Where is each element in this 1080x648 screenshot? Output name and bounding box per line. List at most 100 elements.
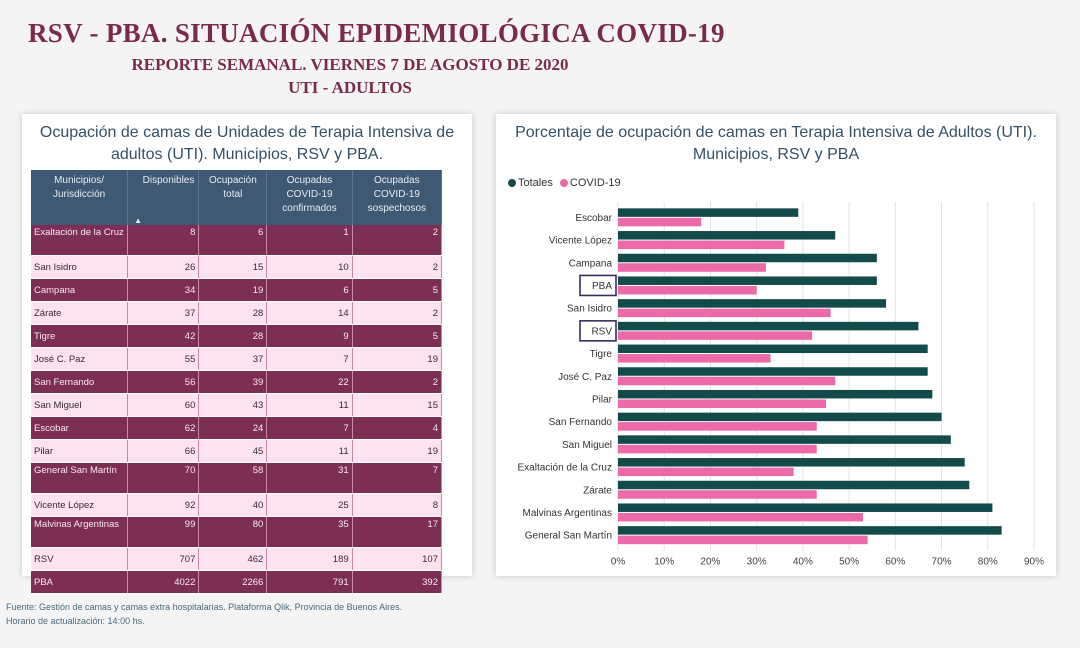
legend-item-covid[interactable]: COVID-19 <box>559 177 621 189</box>
bar-covid[interactable] <box>618 285 757 295</box>
highlight-box <box>579 320 617 342</box>
bar-covid[interactable] <box>618 490 817 499</box>
table-row[interactable]: San Fernando 56 39 22 2 <box>31 370 443 394</box>
bar-covid[interactable] <box>618 376 836 386</box>
legend-label-covid: COVID-19 <box>569 177 621 189</box>
cell-sospechosos: 17 <box>352 516 443 548</box>
table-row[interactable]: José C. Paz 55 37 7 19 <box>31 347 443 371</box>
y-category-label: Zárate <box>583 485 612 496</box>
bar-totales[interactable] <box>618 231 836 240</box>
bar-covid[interactable] <box>618 240 785 250</box>
bar-totales[interactable] <box>618 435 951 444</box>
bar-covid[interactable] <box>618 535 868 545</box>
cell-municipio: PBA <box>31 570 129 594</box>
cell-municipio: Malvinas Argentinas <box>31 516 129 548</box>
bar-totales[interactable] <box>618 503 993 512</box>
bar-totales[interactable] <box>618 208 799 217</box>
legend-dot-icon <box>508 179 516 188</box>
bar-totales[interactable] <box>618 458 965 467</box>
table-row[interactable]: San Isidro 26 15 10 2 <box>31 255 443 279</box>
cell-disponibles: 56 <box>127 370 200 394</box>
cell-confirmados: 6 <box>266 278 353 302</box>
cell-ocupacion-total: 45 <box>198 439 268 463</box>
x-tick-label: 0% <box>611 557 626 568</box>
bar-covid[interactable] <box>618 263 766 272</box>
bar-covid[interactable] <box>618 217 702 227</box>
y-category-label: San Miguel <box>562 440 612 451</box>
bar-totales[interactable] <box>618 253 877 263</box>
cell-municipio: Tigre <box>31 324 129 348</box>
table-row[interactable]: Escobar 62 24 7 4 <box>31 416 443 440</box>
chart-title: Porcentaje de ocupación de camas en Tera… <box>515 124 1037 163</box>
cell-confirmados: 25 <box>266 493 353 517</box>
cell-ocupacion-total: 28 <box>198 324 268 348</box>
cell-sospechosos: 19 <box>352 439 443 463</box>
table-row[interactable]: San Miguel 60 43 11 15 <box>31 393 443 417</box>
y-category-label: José C. Paz <box>558 372 612 383</box>
column-header-confirmados[interactable]: Ocupadas COVID-19 confirmados <box>266 170 353 225</box>
cell-disponibles: 66 <box>127 439 200 463</box>
cell-municipio: Zárate <box>31 301 129 325</box>
sort-ascending-icon: ▲ <box>134 216 143 225</box>
x-tick-label: 40% <box>793 557 813 568</box>
bar-covid[interactable] <box>618 354 771 363</box>
bar-covid[interactable] <box>618 512 863 522</box>
cell-municipio: José C. Paz <box>31 347 129 371</box>
cell-confirmados: 35 <box>266 516 353 548</box>
bar-covid[interactable] <box>618 331 813 340</box>
column-header-ocupacion-total[interactable]: Ocupación total <box>198 170 268 225</box>
table-row[interactable]: Pilar 66 45 11 19 <box>31 439 443 463</box>
cell-disponibles: 99 <box>127 516 200 548</box>
bar-totales[interactable] <box>618 344 928 354</box>
x-tick-label: 50% <box>839 557 859 568</box>
source-footnote: Fuente: Gestión de camas y camas extra h… <box>6 602 403 626</box>
cell-municipio: Campana <box>31 278 129 302</box>
table-row[interactable]: Malvinas Argentinas 99 80 35 17 <box>31 516 443 548</box>
bar-totales[interactable] <box>618 389 933 399</box>
cell-municipio: Pilar <box>31 439 129 463</box>
cell-ocupacion-total: 6 <box>198 225 268 256</box>
bar-totales[interactable] <box>618 412 942 422</box>
bar-covid[interactable] <box>618 444 817 454</box>
cell-sospechosos: 4 <box>352 416 443 440</box>
bar-totales[interactable] <box>618 480 970 490</box>
legend-item-totales[interactable]: Totales <box>508 177 553 189</box>
cell-ocupacion-total: 462 <box>198 547 268 571</box>
y-category-label: PBA <box>592 281 612 292</box>
table-row[interactable]: Vicente López 92 40 25 8 <box>31 493 443 517</box>
table-row[interactable]: General San Martín 70 58 31 7 <box>31 462 443 494</box>
cell-disponibles: 26 <box>127 255 200 279</box>
cell-ocupacion-total: 2266 <box>198 570 268 594</box>
cell-ocupacion-total: 80 <box>198 516 268 548</box>
bar-totales[interactable] <box>618 367 928 376</box>
table-row[interactable]: PBA 4022 2266 791 392 <box>31 570 443 594</box>
cell-municipio: RSV <box>31 547 129 571</box>
column-header-disponibles[interactable]: Disponibles ▲ <box>127 170 200 225</box>
cell-sospechosos: 2 <box>352 255 443 279</box>
table-row[interactable]: RSV 707 462 189 107 <box>31 547 443 571</box>
cell-ocupacion-total: 43 <box>198 393 268 417</box>
cell-confirmados: 9 <box>266 324 353 348</box>
table-row[interactable]: Campana 34 19 6 5 <box>31 278 443 302</box>
bar-totales[interactable] <box>618 276 877 285</box>
column-header-municipio[interactable]: Municipios/ Jurisdicción <box>31 170 129 225</box>
bar-totales[interactable] <box>618 321 919 331</box>
bar-covid[interactable] <box>618 467 794 477</box>
table-row[interactable]: Tigre 42 28 9 5 <box>31 324 443 348</box>
bar-covid[interactable] <box>618 308 831 318</box>
bar-totales[interactable] <box>618 299 887 308</box>
bar-covid[interactable] <box>618 422 817 431</box>
bar-chart: 0% 10% 20% 30% 40% 50% 60% 70% 80% 90% Escobar Vice… <box>518 202 1044 568</box>
cell-disponibles: 707 <box>127 547 200 571</box>
cell-sospechosos: 2 <box>352 301 443 325</box>
column-header-sospechosos[interactable]: Ocupadas COVID-19 sospechosos <box>352 170 443 225</box>
bar-totales[interactable] <box>618 526 1002 535</box>
bar-covid[interactable] <box>618 399 826 408</box>
cell-sospechosos: 5 <box>352 324 443 348</box>
cell-confirmados: 189 <box>266 547 353 571</box>
x-tick-label: 30% <box>747 557 767 568</box>
cell-sospechosos: 2 <box>352 370 443 394</box>
cell-municipio: Vicente López <box>31 493 129 517</box>
table-row[interactable]: Exaltación de la Cruz 8 6 1 2 <box>31 225 443 256</box>
table-row[interactable]: Zárate 37 28 14 2 <box>31 301 443 325</box>
